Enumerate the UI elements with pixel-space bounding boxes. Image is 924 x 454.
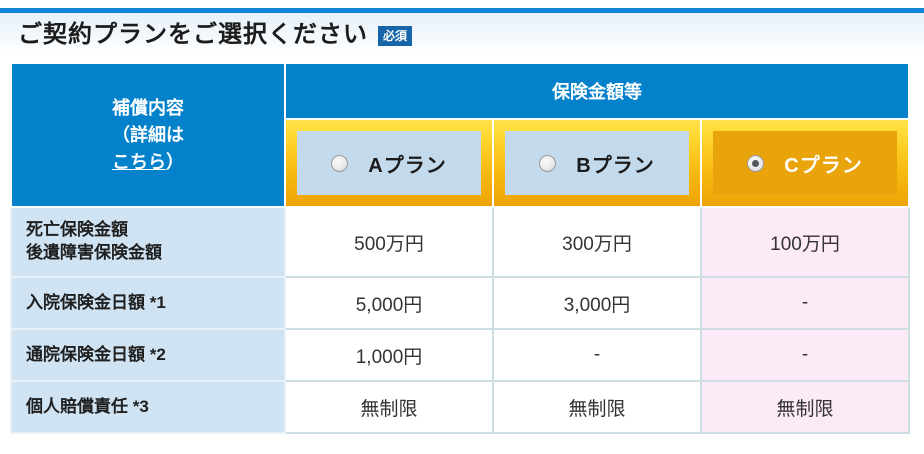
header-row: 補償内容 （詳細は こちら） 保険金額等: [10, 62, 911, 208]
amount-header-cell: 保険金額等: [283, 62, 911, 120]
value-cell: -: [699, 328, 911, 382]
value-cell: -: [699, 276, 911, 330]
value-cell: 無制限: [492, 380, 702, 434]
page: ご契約プランをご選択ください 必須 補償内容 （詳細は こちら） 保険金額等 A…: [0, 8, 924, 434]
row-label: 死亡保険金額 後遺障害保険金額: [10, 206, 286, 278]
plan-option-a[interactable]: Aプラン: [284, 118, 494, 208]
value-cell: 無制限: [699, 380, 911, 434]
value-cell: -: [492, 328, 702, 382]
coverage-header-close-paren: ）: [166, 151, 184, 172]
section-title-bar: ご契約プランをご選択ください 必須: [0, 8, 924, 50]
plan-table: 補償内容 （詳細は こちら） 保険金額等 Aプラン Bプラン Cプラン 死亡保険金額…: [10, 62, 911, 434]
plan-button-b[interactable]: Bプラン: [505, 131, 689, 195]
coverage-header-line2: （詳細は: [112, 124, 184, 145]
row-label: 通院保険金日額 *2: [10, 328, 286, 382]
details-link[interactable]: こちら: [112, 151, 166, 172]
coverage-header-line3: こちら）: [12, 149, 284, 176]
value-cell: 3,000円: [492, 276, 702, 330]
value-cell: 500万円: [284, 206, 494, 278]
coverage-header-line1: 補償内容: [112, 97, 184, 118]
table-row: 通院保険金日額 *2 1,000円 - -: [10, 328, 911, 382]
row-label: 入院保険金日額 *1: [10, 276, 286, 330]
value-cell: 300万円: [492, 206, 702, 278]
plan-radio-c[interactable]: [747, 154, 765, 172]
coverage-header-cell: 補償内容 （詳細は こちら）: [10, 62, 286, 208]
page-title: ご契約プランをご選択ください: [18, 21, 368, 48]
plan-option-b[interactable]: Bプラン: [492, 118, 702, 208]
table-row: 入院保険金日額 *1 5,000円 3,000円 -: [10, 276, 911, 330]
row-label: 個人賠償責任 *3: [10, 380, 286, 434]
value-cell: 1,000円: [284, 328, 494, 382]
table-row: 個人賠償責任 *3 無制限 無制限 無制限: [10, 380, 911, 434]
plan-radio-b[interactable]: [539, 154, 557, 172]
value-cell: 100万円: [699, 206, 911, 278]
plan-radio-a[interactable]: [331, 154, 349, 172]
plan-button-a[interactable]: Aプラン: [297, 131, 481, 195]
value-cell: 5,000円: [284, 276, 494, 330]
table-row: 死亡保険金額 後遺障害保険金額 500万円 300万円 100万円: [10, 206, 911, 278]
plan-option-c[interactable]: Cプラン: [699, 118, 911, 208]
plan-selector-row: Aプラン Bプラン Cプラン: [11, 118, 911, 208]
required-badge: 必須: [378, 25, 413, 46]
plan-label-a: Aプラン: [368, 154, 447, 177]
plan-label-b: Bプラン: [576, 154, 655, 177]
plan-button-c[interactable]: Cプラン: [713, 131, 898, 195]
value-cell: 無制限: [284, 380, 494, 434]
plan-label-c: Cプラン: [784, 154, 863, 177]
